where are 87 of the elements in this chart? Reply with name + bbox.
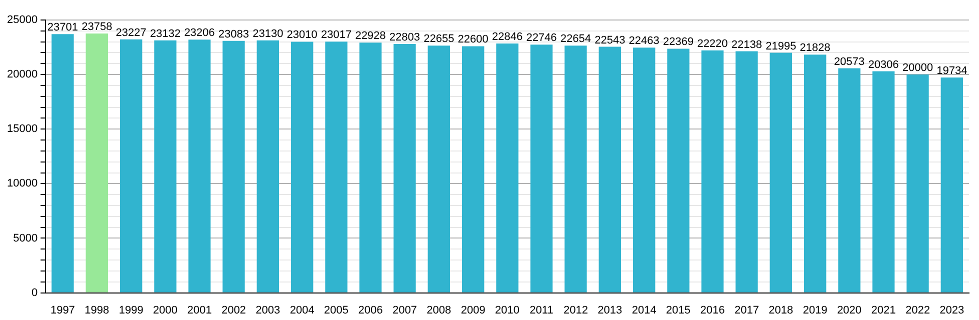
bar	[359, 42, 382, 292]
data-label: 23130	[252, 28, 284, 40]
x-tick-label: 2015	[666, 304, 691, 316]
x-tick-label: 2003	[256, 304, 280, 316]
x-tick-label: 2023	[940, 304, 964, 316]
x-tick-label: 2009	[460, 304, 486, 316]
data-label: 23132	[150, 28, 181, 40]
x-tick-label: 2007	[392, 304, 417, 316]
x-tick-label: 2004	[290, 304, 314, 316]
data-label: 22543	[594, 34, 626, 46]
bar	[86, 34, 108, 292]
bar	[804, 54, 826, 292]
bar	[462, 46, 484, 292]
data-label: 23701	[47, 22, 78, 34]
bar	[770, 52, 792, 292]
data-label: 22463	[628, 35, 660, 48]
data-label: 22803	[389, 32, 420, 44]
x-tick-label: 2020	[837, 304, 862, 316]
x-tick-label: 2013	[598, 304, 622, 316]
data-label: 22369	[663, 36, 694, 48]
x-tick-label: 1997	[50, 304, 75, 316]
bar	[838, 68, 860, 292]
y-tick-label: 25000	[6, 14, 38, 26]
bar	[940, 77, 964, 292]
bar	[52, 34, 74, 292]
x-tick-label: 2016	[700, 304, 725, 316]
data-label: 23083	[218, 28, 249, 40]
bar	[120, 39, 142, 292]
bar	[325, 42, 348, 292]
y-tick-label: 0	[31, 286, 38, 299]
bar	[290, 42, 314, 292]
bar	[154, 40, 176, 292]
x-tick-label: 2018	[768, 304, 794, 316]
y-tick-label: 15000	[6, 123, 38, 136]
x-tick-label: 2014	[632, 304, 656, 316]
data-label: 23206	[184, 27, 215, 40]
x-tick-label: 2012	[563, 304, 588, 316]
y-tick-label: 20000	[6, 68, 38, 81]
x-tick-label: 2005	[324, 304, 349, 316]
x-tick-label: 2017	[734, 304, 759, 316]
bar	[667, 48, 690, 292]
bar	[496, 44, 518, 292]
x-tick-label: 2019	[802, 304, 828, 316]
bar	[598, 46, 622, 292]
x-tick-label: 2011	[530, 304, 554, 316]
bar	[394, 44, 416, 292]
bar	[222, 40, 245, 292]
x-tick-label: 2000	[153, 304, 178, 316]
x-tick-label: 2001	[187, 304, 212, 316]
x-tick-label: 2010	[495, 304, 520, 316]
bar	[256, 40, 280, 292]
bar	[632, 48, 656, 292]
data-label: 20306	[868, 58, 899, 71]
data-label: 23758	[82, 21, 112, 34]
bar	[736, 51, 758, 292]
data-label: 22220	[697, 38, 728, 50]
data-label: 20573	[834, 56, 865, 68]
bar	[701, 50, 724, 292]
bar	[188, 40, 211, 292]
data-label: 21828	[800, 42, 830, 54]
data-label: 22928	[355, 30, 386, 42]
data-label: 22655	[424, 33, 454, 46]
x-tick-label: 1999	[118, 304, 144, 316]
data-label: 22846	[492, 31, 523, 44]
data-label: 22138	[731, 38, 762, 51]
x-tick-label: 2021	[871, 304, 896, 316]
y-tick-label: 10000	[6, 178, 38, 190]
bar	[872, 71, 895, 292]
bar	[428, 46, 450, 292]
data-label: 20000	[902, 62, 933, 74]
data-label: 23227	[116, 26, 146, 39]
data-label: 22654	[560, 33, 591, 46]
data-label: 19734	[936, 64, 968, 77]
data-label: 23017	[320, 29, 352, 42]
data-label: 23010	[286, 29, 318, 42]
x-tick-label: 2002	[221, 304, 246, 316]
data-label: 22746	[526, 32, 557, 44]
bar	[530, 44, 553, 292]
bar	[564, 46, 587, 292]
data-label: 22600	[458, 34, 488, 46]
y-tick-label: 5000	[13, 232, 38, 244]
x-tick-label: 2006	[358, 304, 383, 316]
bar	[906, 74, 929, 292]
x-tick-label: 2022	[905, 304, 930, 316]
x-tick-label: 2008	[426, 304, 452, 316]
data-label: 21995	[766, 40, 796, 52]
x-tick-label: 1998	[84, 304, 110, 316]
